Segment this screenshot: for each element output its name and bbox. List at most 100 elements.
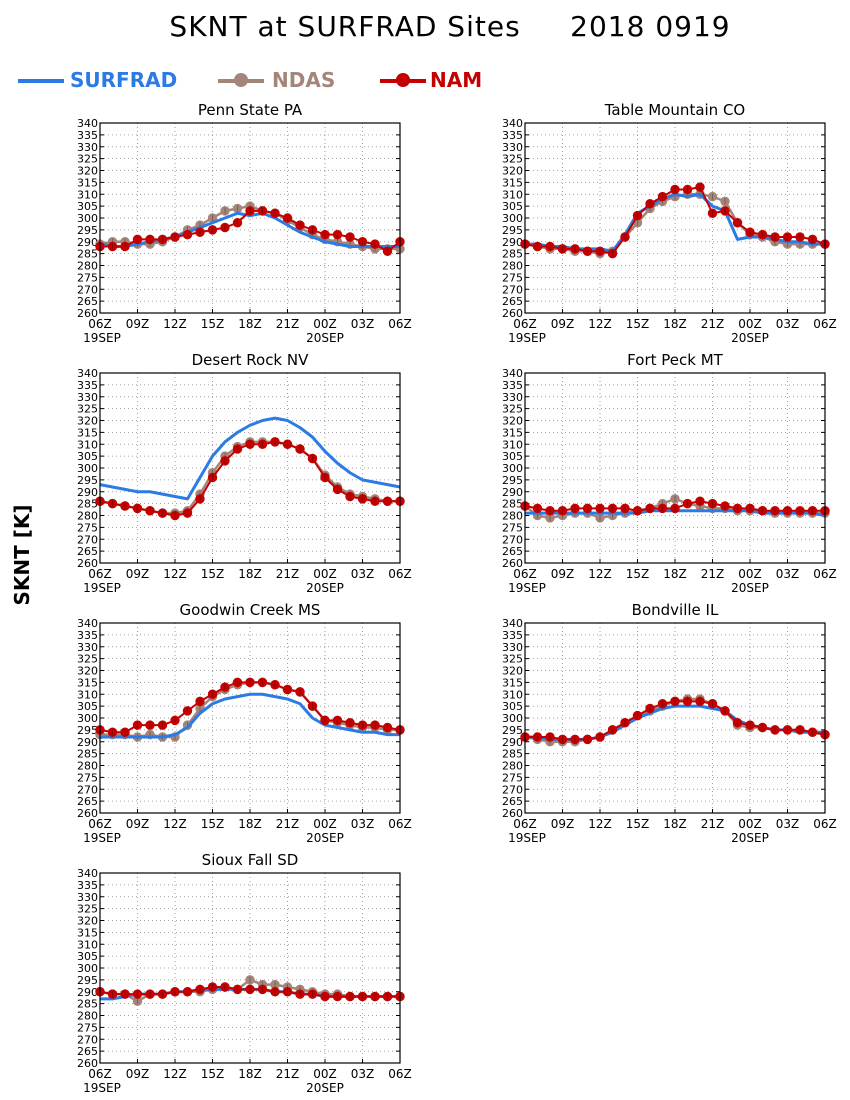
data-point-nam [770,506,780,516]
data-point-nam [757,722,768,733]
x-tick-label: 06Z [388,1067,412,1081]
x-tick-label: 18Z [238,567,262,581]
y-tick-label: 275 [77,521,98,534]
data-point-nam [582,503,593,514]
data-point-nam [370,239,380,249]
y-tick-label: 340 [77,617,98,630]
data-point-nam [220,222,230,233]
y-tick-label: 265 [502,545,523,558]
data-point-nam [232,218,243,228]
panel-title: Table Mountain CO [604,101,746,119]
y-tick-label: 330 [502,641,523,654]
data-point-nam [107,241,118,252]
data-point-nam [532,241,543,252]
data-point-nam [270,987,280,997]
y-tick-label: 290 [77,236,98,249]
y-tick-label: 280 [77,760,98,773]
data-point-nam [220,682,230,692]
x-date-label: 20SEP [731,331,769,345]
data-point-nam [382,991,393,1002]
panel-frame [99,622,401,814]
y-tick-label: 320 [502,665,523,678]
data-point-ndas [720,196,730,207]
y-tick-label: 300 [77,962,98,975]
x-tick-label: 06Z [813,567,837,581]
data-point-nam [157,720,168,730]
data-point-nam [295,989,305,999]
y-tick-label: 335 [77,129,98,142]
data-point-nam [120,989,130,999]
y-tick-label: 290 [77,486,98,499]
data-point-nam [620,718,630,728]
data-point-nam [195,984,205,995]
data-point-nam [670,503,680,514]
data-point-nam [670,184,680,195]
data-point-nam [195,494,205,504]
data-point-nam [282,684,293,695]
x-tick-label: 15Z [626,817,650,831]
data-point-nam [182,987,193,997]
y-tick-label: 340 [502,367,523,380]
data-point-nam [295,220,305,230]
data-point-nam [257,439,268,449]
x-tick-label: 09Z [551,567,575,581]
y-tick-label: 275 [77,1021,98,1034]
data-point-nam [757,506,768,516]
y-tick-label: 300 [502,712,523,725]
data-point-nam [545,241,555,252]
data-point-nam [145,506,155,516]
data-point-nam [120,501,130,511]
x-tick-label: 06Z [813,817,837,831]
y-tick-label: 280 [77,260,98,273]
y-tick-label: 310 [77,938,98,951]
x-tick-label: 18Z [663,317,687,331]
panel-title: Desert Rock NV [192,351,309,369]
data-point-nam [757,229,768,240]
x-date-label: 20SEP [306,831,344,845]
x-date-label: 20SEP [306,581,344,595]
y-tick-label: 285 [502,248,523,261]
x-tick-label: 12Z [163,1067,187,1081]
series-line-surfrad [100,692,400,739]
data-point-nam [645,703,655,714]
data-point-nam [157,989,168,999]
y-tick-label: 320 [77,915,98,928]
y-tick-label: 275 [77,271,98,284]
panel-frame [99,372,401,564]
x-date-label: 19SEP [83,331,121,345]
data-point-nam [207,225,218,235]
x-tick-label: 00Z [313,1067,337,1081]
x-tick-label: 15Z [201,1067,225,1081]
data-point-nam [157,234,168,245]
y-tick-label: 270 [77,1033,98,1046]
y-tick-label: 330 [77,891,98,904]
data-point-nam [307,989,318,999]
y-tick-label: 315 [502,176,523,189]
y-tick-label: 315 [77,176,98,189]
y-tick-label: 280 [502,760,523,773]
x-date-label: 20SEP [731,581,769,595]
data-point-nam [295,444,305,454]
x-tick-label: 21Z [701,817,725,831]
y-tick-label: 335 [502,129,523,142]
data-point-nam [807,234,818,245]
y-tick-label: 295 [502,724,523,737]
data-point-nam [382,722,393,733]
y-tick-label: 310 [77,438,98,451]
data-point-nam [557,244,568,254]
x-tick-label: 21Z [701,317,725,331]
x-date-label: 19SEP [508,581,546,595]
data-point-nam [807,506,818,516]
panel-frame [524,622,826,814]
x-tick-label: 09Z [126,1067,150,1081]
data-point-nam [145,234,155,245]
y-tick-label: 280 [502,260,523,273]
y-tick-label: 330 [77,641,98,654]
x-tick-label: 03Z [776,567,800,581]
data-point-nam [132,720,143,730]
x-tick-label: 03Z [351,567,375,581]
data-point-nam [782,232,793,242]
y-tick-label: 265 [77,295,98,308]
y-tick-label: 325 [77,653,98,666]
